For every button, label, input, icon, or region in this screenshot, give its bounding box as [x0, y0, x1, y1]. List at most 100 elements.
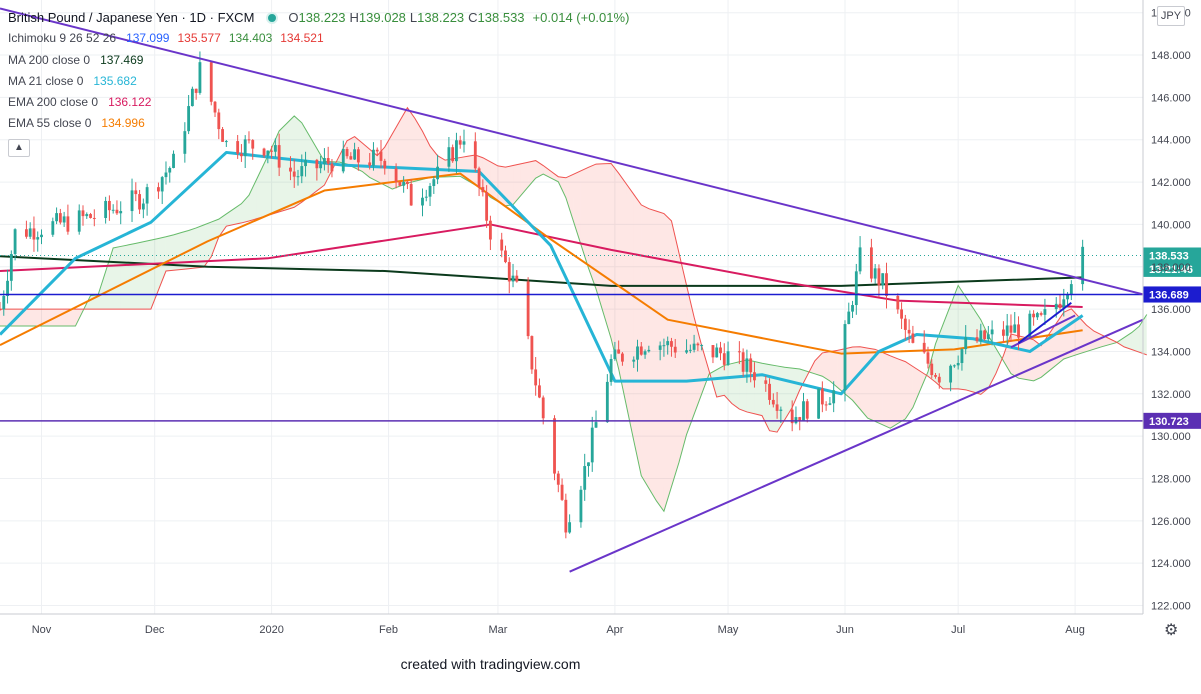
collapse-legend-button[interactable]: ▲ [8, 138, 30, 157]
candle-body [851, 305, 854, 312]
y-tick-label: 126.000 [1151, 516, 1191, 528]
candle-body [534, 369, 538, 386]
candle-body [666, 341, 670, 346]
currency-badge[interactable]: JPY [1157, 6, 1185, 26]
candle-body [58, 213, 62, 223]
cloud-segment [943, 304, 951, 389]
cloud-segment [603, 163, 612, 339]
cloud-segment [550, 171, 559, 182]
cloud-segment [203, 222, 212, 268]
candle-body [964, 337, 968, 350]
candle-body [609, 359, 613, 382]
market-status-icon [266, 11, 279, 24]
indicator-row[interactable]: Ichimoku 9 26 52 26 137.099 135.577 134.403… [8, 28, 629, 49]
candle-body [986, 334, 990, 340]
candle-body [990, 329, 994, 335]
candle-body [9, 254, 13, 281]
trendline [1017, 301, 1072, 344]
candle-body [949, 365, 953, 383]
indicator-row[interactable]: EMA 200 close 0 136.122 [8, 92, 629, 113]
candle-body [428, 185, 432, 197]
candle-body [1058, 303, 1062, 308]
candle-body [922, 342, 926, 353]
cloud-segment [882, 352, 891, 429]
cloud-segment [746, 359, 755, 414]
cloud-segment [264, 148, 272, 217]
cloud-segment [754, 361, 762, 416]
candle-body [1028, 313, 1032, 338]
candle-body [115, 209, 119, 214]
candle-body [590, 427, 594, 463]
candle-body [349, 156, 353, 160]
cloud-segment [875, 349, 883, 425]
x-tick-label: 2020 [259, 624, 283, 636]
candle-body [289, 167, 292, 172]
candle-body [481, 187, 485, 193]
candle-body [764, 380, 768, 384]
indicator-value: 137.099 [126, 31, 170, 46]
candle-body [62, 216, 66, 223]
candle-body [130, 190, 134, 212]
chevron-up-icon: ▲ [14, 142, 24, 154]
candle-body [168, 167, 172, 173]
candle-body [421, 197, 424, 206]
candle-body [896, 295, 900, 310]
cloud-segment [437, 155, 446, 178]
candle-body [141, 203, 145, 210]
candle-body [221, 129, 224, 142]
cloud-segment [37, 309, 46, 327]
candle-body [85, 214, 89, 217]
indicator-row[interactable]: EMA 55 close 0 134.996 [8, 113, 629, 134]
cloud-segment [739, 359, 747, 412]
candle-body [741, 352, 745, 372]
cloud-segment [679, 253, 687, 463]
chart-legend: British Pound / Japanese Yen · 1D · FXCM… [8, 7, 629, 157]
candle-body [488, 220, 492, 240]
cloud-segment [558, 176, 566, 198]
cloud-segment [641, 204, 649, 489]
candle-body [213, 101, 217, 113]
candle-body [372, 149, 375, 166]
cloud-segment [995, 348, 1004, 374]
ohlc-values: O138.223 H139.028 L138.223 C138.533 [288, 7, 528, 28]
candle-body [292, 171, 296, 177]
cloud-segment [663, 213, 672, 512]
candle-body [394, 168, 398, 182]
candle-body [515, 275, 519, 282]
candle-body [341, 149, 345, 172]
cloud-segment [686, 285, 695, 435]
candle-body [983, 330, 986, 340]
candle-body [556, 473, 560, 485]
cloud-segment [973, 308, 981, 395]
cloud-segment [1018, 335, 1027, 380]
candle-body [447, 147, 451, 167]
cloud-segment [105, 247, 114, 310]
candle-body [617, 349, 621, 354]
candle-body [824, 404, 828, 406]
candle-body [134, 190, 138, 195]
candle-body [40, 234, 43, 238]
candle-body [737, 351, 741, 353]
candle-body [564, 499, 568, 533]
cloud-segment [1041, 334, 1049, 378]
cloud-segment [837, 348, 845, 394]
gear-icon[interactable]: ⚙ [1164, 622, 1179, 639]
candle-body [802, 401, 805, 421]
candle-body [398, 181, 402, 186]
candle-body [92, 217, 96, 219]
cloud-segment [67, 309, 76, 327]
y-tick-label: 132.000 [1151, 389, 1191, 401]
cloud-segment [1056, 312, 1064, 366]
indicator-row[interactable]: MA 21 close 0 135.682 [8, 71, 629, 92]
candle-body [458, 140, 462, 145]
symbol-title[interactable]: British Pound / Japanese Yen · 1D · FXCM [8, 10, 255, 25]
candle-body [1062, 299, 1066, 308]
x-tick-label: May [718, 624, 739, 636]
candle-body [1043, 309, 1047, 315]
footer-credit: created with tradingview.com [0, 656, 1201, 672]
candle-body [304, 159, 307, 167]
indicator-row[interactable]: MA 200 close 0 137.469 [8, 50, 629, 71]
candle-body [926, 352, 930, 364]
candle-body [504, 250, 507, 263]
